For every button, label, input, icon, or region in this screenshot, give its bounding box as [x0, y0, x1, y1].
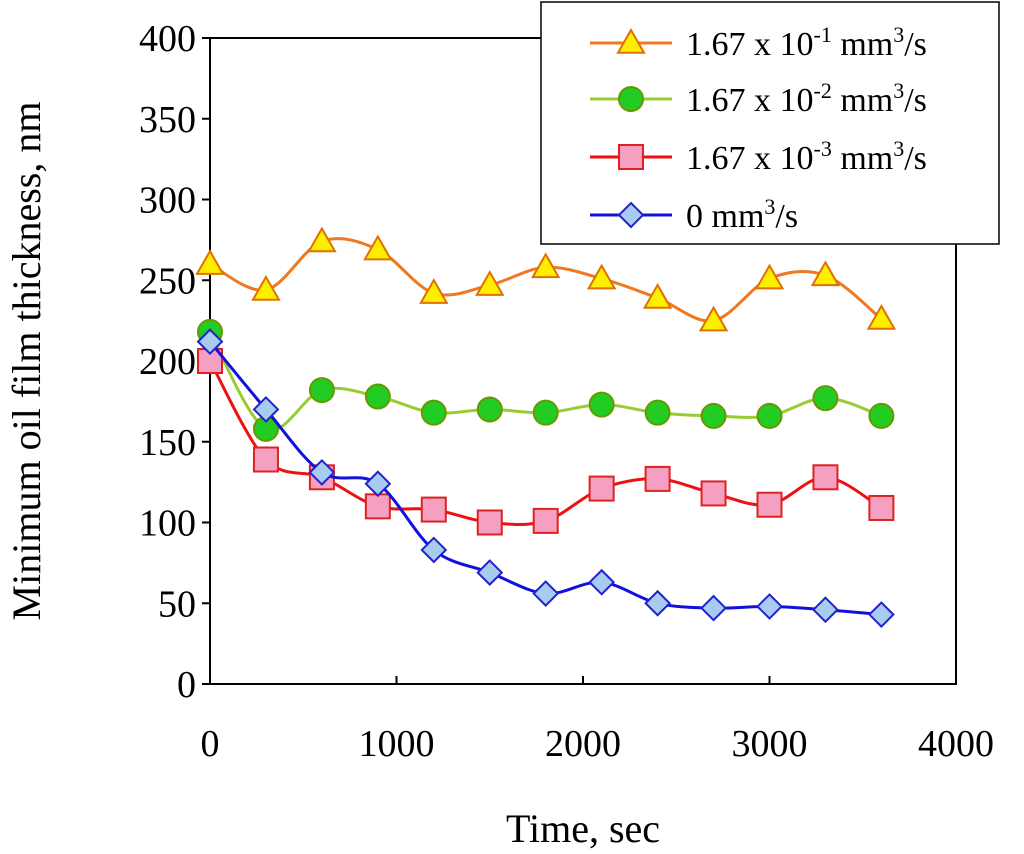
data-point-triangle	[754, 263, 785, 290]
data-point-square	[812, 464, 839, 491]
data-point-circle	[700, 402, 727, 429]
series-diamond	[196, 328, 895, 628]
legend-marker-diamond	[617, 201, 645, 229]
x-tick-label: 4000	[918, 723, 994, 765]
y-axis-title: Minimum oil film thickness, nm	[4, 102, 49, 621]
data-point-circle	[532, 399, 559, 426]
data-point-square	[700, 480, 727, 507]
legend-label: 0 mm3/s	[686, 194, 798, 235]
data-point-square	[756, 491, 783, 518]
legend-marker-circle	[618, 86, 644, 112]
data-point-triangle	[251, 274, 281, 301]
legend: 1.67 x 10-1 mm3/s 1.67 x 10-2 mm3/s 1.67 x…	[540, 1, 1000, 245]
x-tick-label: 0	[201, 723, 220, 765]
y-tick-label: 250	[139, 260, 196, 302]
data-point-square	[476, 509, 503, 536]
y-tick-label: 200	[139, 341, 196, 383]
data-point-diamond	[308, 459, 336, 486]
data-point-triangle	[530, 252, 561, 279]
data-point-diamond	[196, 328, 224, 356]
data-point-triangle	[475, 270, 505, 296]
data-point-diamond	[588, 568, 616, 596]
x-tick-label: 1000	[359, 723, 435, 765]
legend-marker-triangle	[616, 27, 646, 54]
series-triangle	[195, 226, 897, 332]
data-point-triangle	[307, 226, 337, 253]
data-point-circle	[308, 377, 335, 404]
data-point-diamond	[364, 470, 392, 498]
data-point-triangle	[363, 234, 393, 261]
data-point-triangle	[642, 282, 673, 309]
data-point-circle	[476, 396, 503, 423]
data-point-square	[420, 496, 447, 523]
data-point-diamond	[756, 593, 783, 620]
data-point-square	[588, 475, 615, 502]
data-point-diamond	[644, 589, 672, 617]
legend-label: 1.67 x 10-1 mm3/s	[686, 22, 927, 63]
data-point-diamond	[252, 396, 280, 423]
data-point-circle	[588, 391, 615, 418]
data-point-circle	[644, 399, 671, 426]
data-point-triangle	[866, 303, 897, 330]
legend-marker-square	[618, 144, 644, 170]
axis-ticks: 0 1000 2000 3000 4000 0 50 100 150 200 250 300 350 40…	[139, 18, 994, 765]
y-tick-label: 0	[177, 664, 196, 706]
data-point-triangle	[698, 305, 729, 332]
data-point-diamond	[812, 596, 839, 624]
data-point-square	[868, 494, 895, 521]
series-layer	[195, 226, 897, 628]
data-point-triangle	[810, 260, 841, 287]
legend-label: 1.67 x 10-3 mm3/s	[686, 136, 927, 177]
data-point-diamond	[420, 536, 448, 564]
data-point-circle	[868, 402, 895, 429]
y-tick-label: 300	[139, 180, 196, 222]
data-point-triangle	[586, 263, 617, 290]
x-tick-label: 3000	[732, 723, 808, 765]
y-tick-label: 50	[158, 583, 196, 625]
data-point-diamond	[700, 594, 727, 622]
series-circle	[197, 318, 895, 442]
y-tick-label: 350	[139, 99, 196, 141]
data-point-triangle	[195, 249, 225, 275]
y-tick-label: 400	[139, 18, 196, 60]
data-point-circle	[420, 399, 447, 426]
data-point-diamond	[476, 559, 504, 586]
x-tick-label: 2000	[545, 723, 621, 765]
data-point-diamond	[867, 601, 895, 628]
data-point-square	[532, 507, 559, 534]
data-point-square	[364, 493, 391, 520]
data-point-square	[644, 465, 671, 492]
data-point-square	[252, 446, 279, 473]
x-axis-title: Time, sec	[506, 806, 660, 851]
y-tick-label: 150	[139, 422, 196, 464]
y-tick-label: 100	[139, 503, 196, 545]
data-point-circle	[364, 383, 391, 410]
data-point-circle	[756, 402, 783, 429]
data-point-triangle	[419, 278, 449, 304]
data-point-diamond	[532, 580, 560, 607]
data-point-circle	[812, 385, 839, 412]
legend-label: 1.67 x 10-2 mm3/s	[686, 78, 927, 119]
